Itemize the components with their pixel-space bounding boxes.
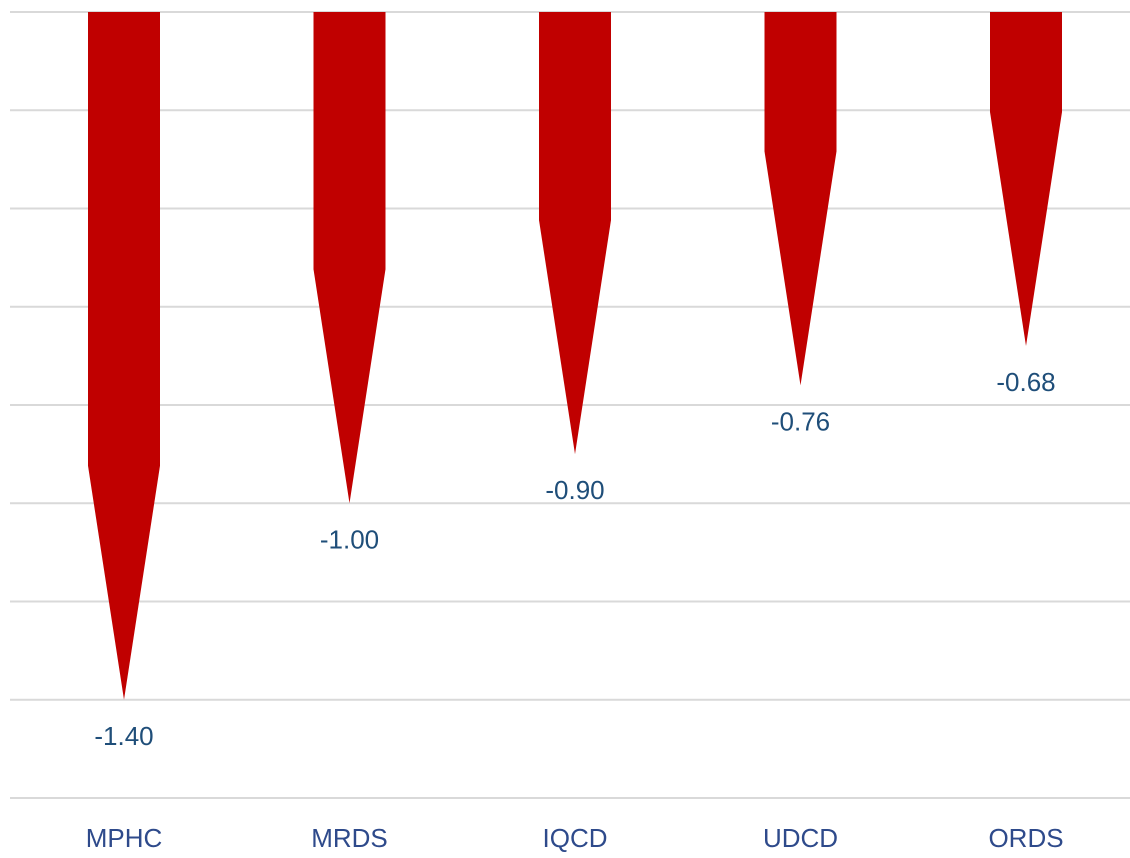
bar-mrds bbox=[313, 12, 386, 504]
data-label-mphc: -1.40 bbox=[94, 721, 153, 751]
bar-iqcd bbox=[539, 12, 611, 455]
category-axis: MPHC MRDS IQCD UDCD ORDS bbox=[86, 823, 1064, 853]
data-label-iqcd: -0.90 bbox=[545, 475, 604, 505]
data-labels: -1.40 -1.00 -0.90 -0.76 -0.68 bbox=[94, 367, 1055, 751]
data-label-udcd: -0.76 bbox=[771, 406, 830, 436]
bars bbox=[88, 12, 1062, 700]
category-label-ords: ORDS bbox=[988, 823, 1063, 853]
bar-mphc bbox=[88, 12, 160, 700]
category-label-udcd: UDCD bbox=[763, 823, 838, 853]
bar-udcd bbox=[764, 12, 837, 386]
bar-ords bbox=[990, 12, 1062, 347]
category-label-iqcd: IQCD bbox=[543, 823, 608, 853]
category-label-mphc: MPHC bbox=[86, 823, 163, 853]
data-label-mrds: -1.00 bbox=[320, 524, 379, 554]
data-label-ords: -0.68 bbox=[996, 367, 1055, 397]
category-label-mrds: MRDS bbox=[311, 823, 388, 853]
